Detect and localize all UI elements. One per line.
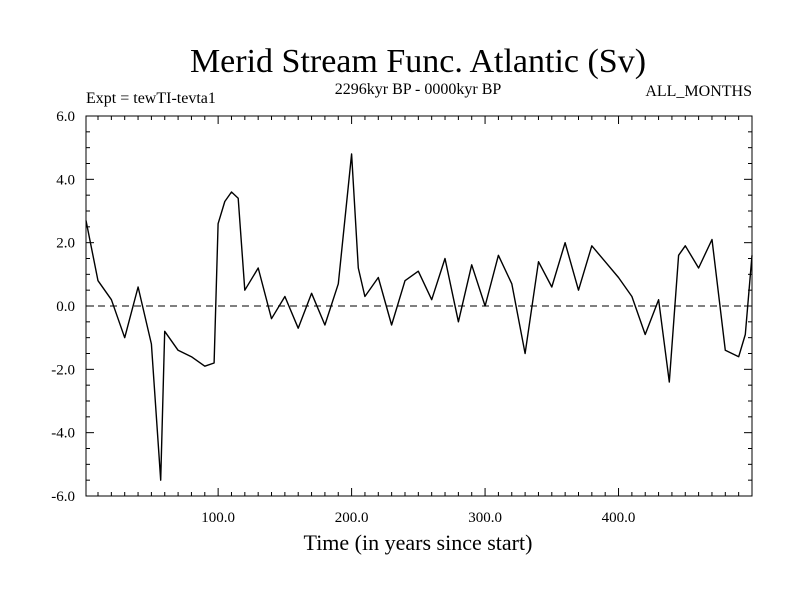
experiment-label: Expt = tewTI-tevta1 bbox=[86, 90, 216, 107]
y-tick-label: 4.0 bbox=[56, 172, 75, 188]
axis-ticks bbox=[86, 116, 752, 496]
chart-title: Merid Stream Func. Atlantic (Sv) bbox=[190, 43, 646, 80]
series-line bbox=[85, 153, 753, 481]
y-tick-label: -2.0 bbox=[51, 362, 75, 378]
y-tick-label: 6.0 bbox=[56, 109, 75, 125]
x-tick-label: 400.0 bbox=[602, 510, 636, 526]
time-range-label: 2296kyr BP - 0000kyr BP bbox=[335, 81, 502, 98]
axis-tick-labels: 100.0 200.0 300.0 400.0 -6.0 -4.0 -2.0 0.0 2.0 4.… bbox=[51, 109, 635, 526]
y-tick-label: -6.0 bbox=[51, 489, 75, 505]
x-tick-label: 100.0 bbox=[201, 510, 235, 526]
y-tick-label: 2.0 bbox=[56, 236, 75, 252]
y-tick-label: 0.0 bbox=[56, 299, 75, 315]
x-tick-label: 200.0 bbox=[335, 510, 369, 526]
months-label: ALL_MONTHS bbox=[645, 83, 752, 100]
x-tick-label: 300.0 bbox=[468, 510, 502, 526]
y-tick-label: -4.0 bbox=[51, 426, 75, 442]
x-axis-label: Time (in years since start) bbox=[304, 530, 533, 555]
